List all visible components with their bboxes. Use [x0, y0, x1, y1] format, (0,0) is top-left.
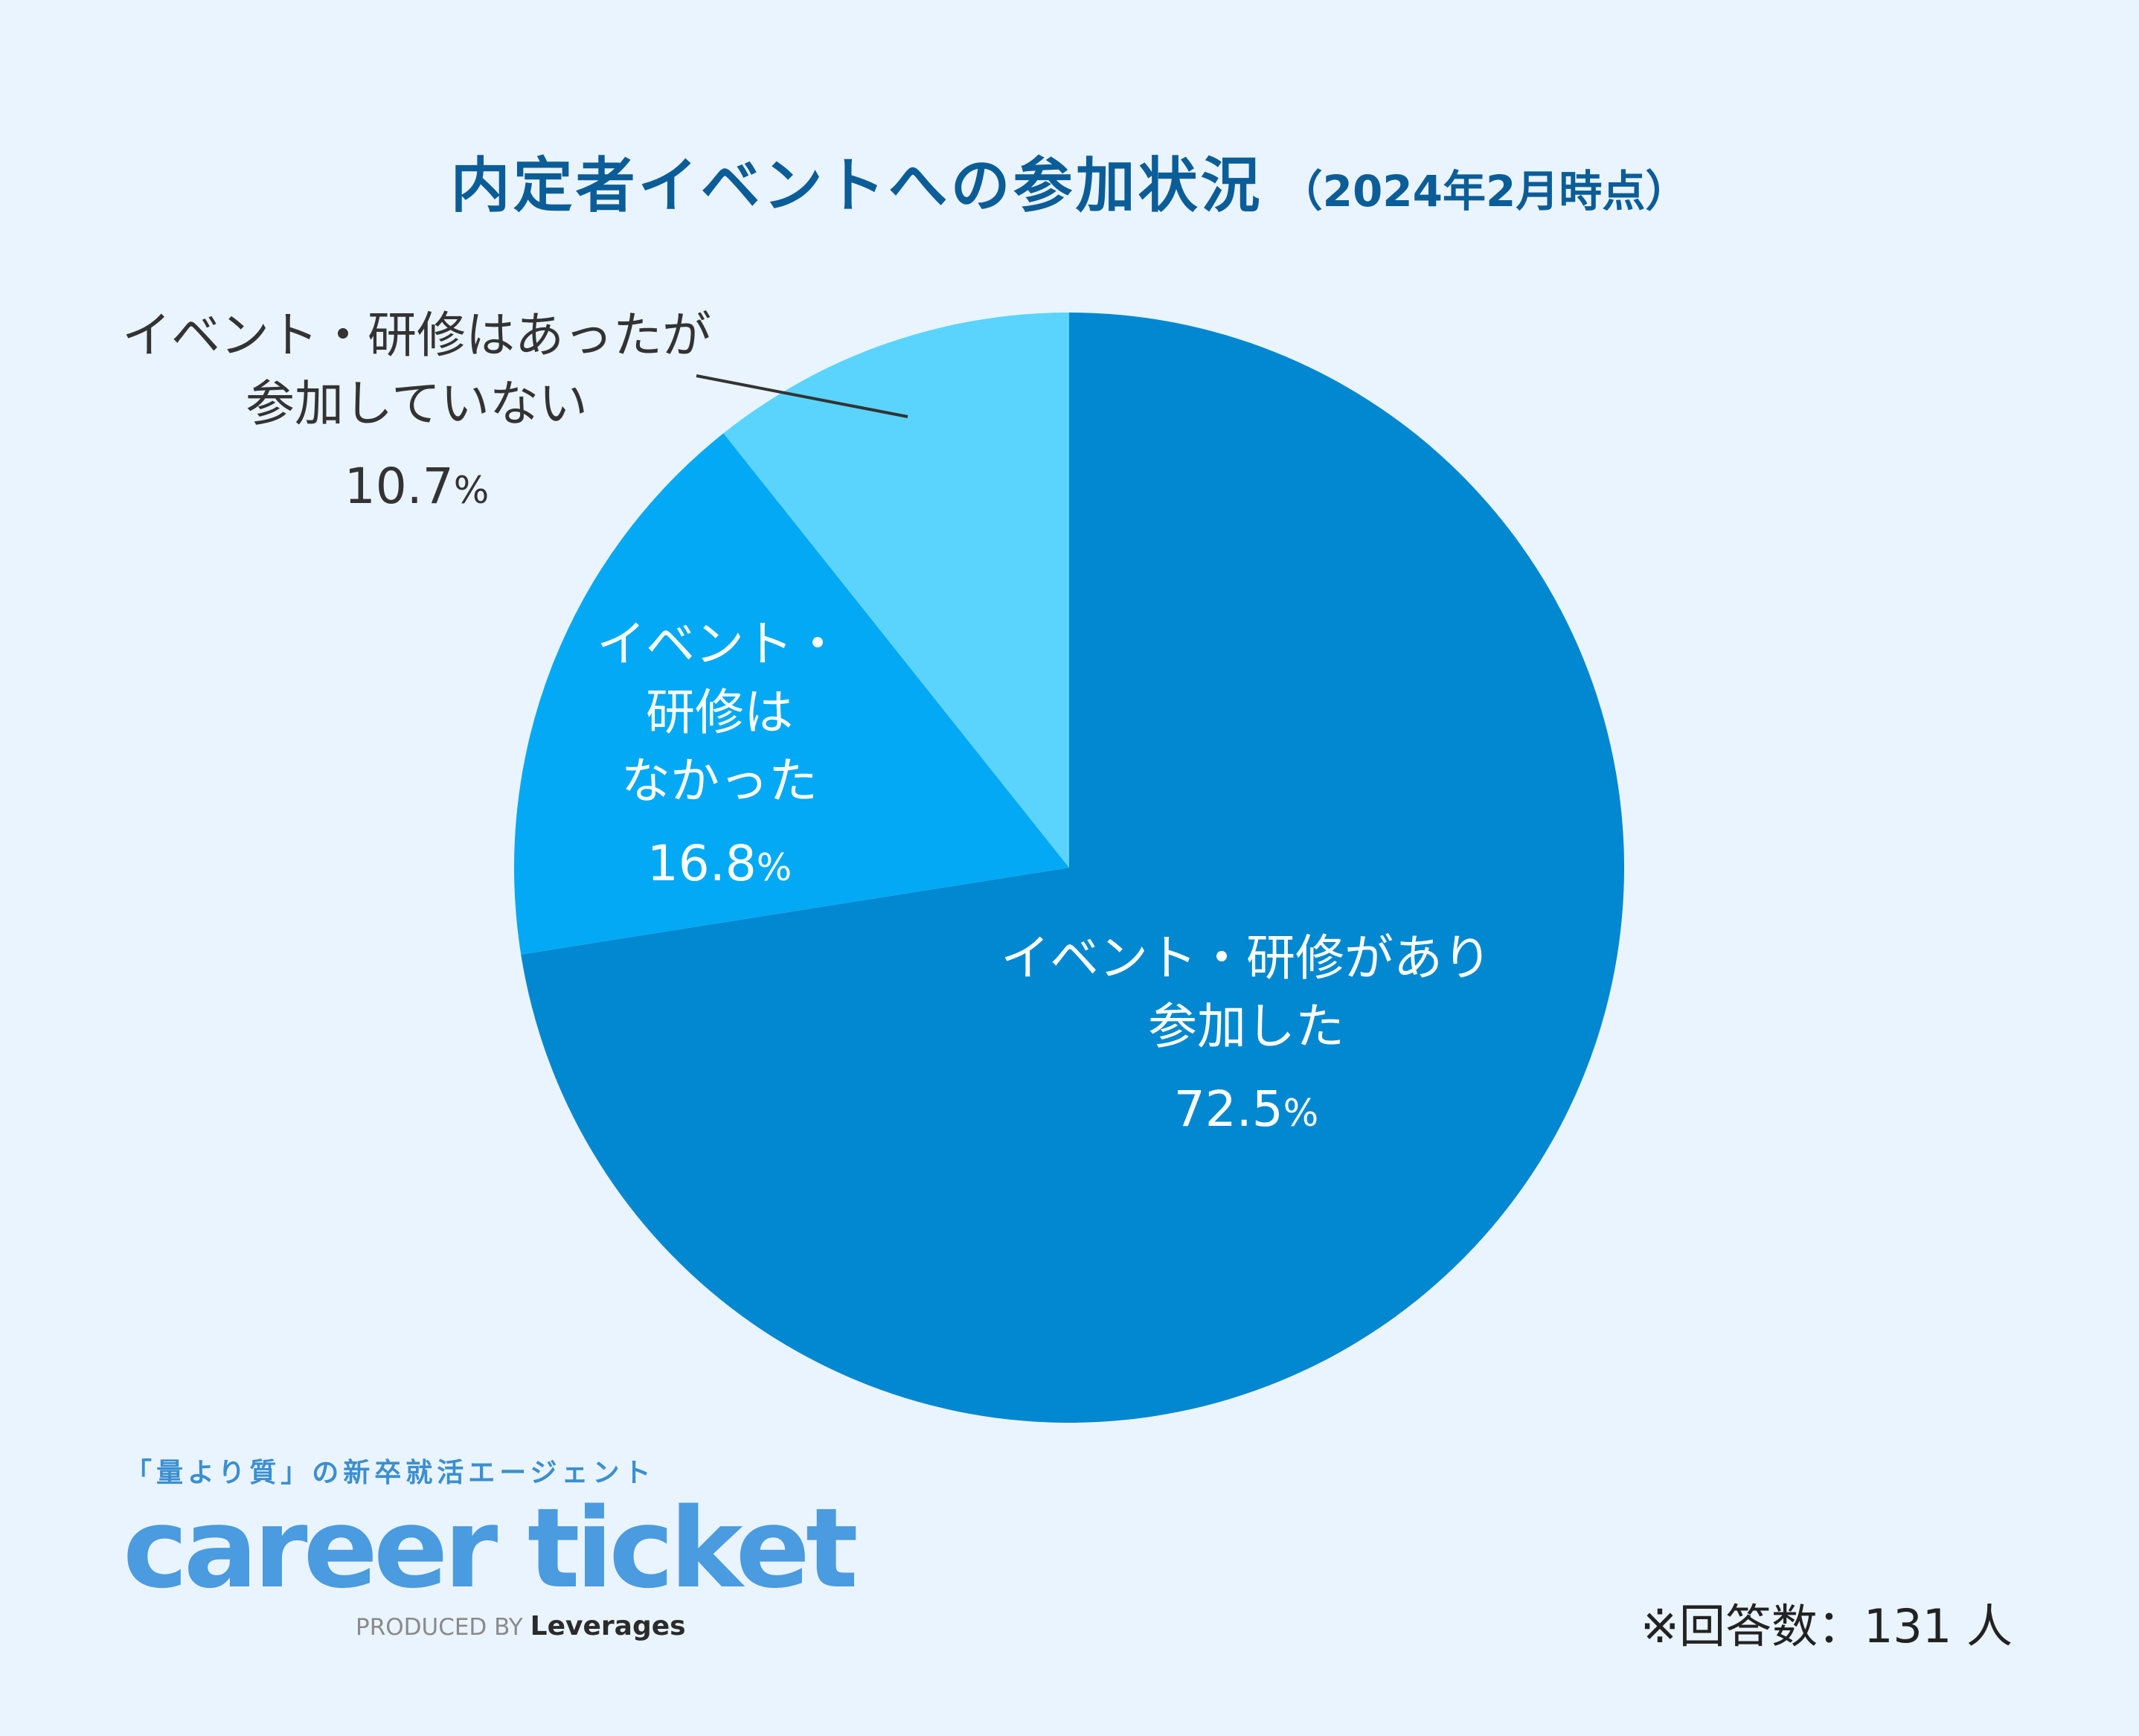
slice-category-line: 参加していない: [245, 375, 589, 432]
slice-category-line: なかった: [621, 752, 818, 810]
slice-category-line: 研修は: [646, 684, 793, 741]
response-count-note: ※回答数：131 人: [1641, 1599, 2013, 1653]
produced-by: PRODUCED BY Leverages: [356, 1611, 686, 1641]
label-attended: イベント・研修があり 参加した 72.5%: [1001, 924, 1492, 1138]
slice-not-attended: [723, 313, 1069, 868]
chart-title-main: 内定者イベントへの参加状況: [450, 151, 1263, 220]
chart-title: 内定者イベントへの参加状況 （2024年2月時点）: [0, 138, 2139, 224]
slice-percentage: 72.5%: [1001, 1080, 1492, 1138]
slice-no-event: [514, 433, 1069, 955]
chart-title-date: （2024年2月時点）: [1279, 166, 1689, 217]
slice-category-line: イベント・研修があり: [1001, 929, 1492, 987]
percent-sign: %: [1283, 1092, 1319, 1135]
leader-line: [696, 374, 908, 418]
slice-value: 16.8: [647, 835, 757, 892]
produced-by-text: PRODUCED BY: [356, 1614, 523, 1641]
slice-percentage: 10.7%: [122, 458, 711, 515]
slice-category-line: イベント・研修はあったが: [122, 307, 711, 364]
percent-sign: %: [453, 469, 490, 512]
brand-tagline: 「量より質」の新卒就活エージェント: [125, 1458, 655, 1488]
slice-value: 72.5: [1173, 1080, 1283, 1138]
company-name: Leverages: [530, 1611, 686, 1641]
label-not-attended: イベント・研修はあったが 参加していない 10.7%: [122, 301, 711, 515]
brand-logo: career ticket: [123, 1484, 859, 1612]
percent-sign: %: [756, 846, 792, 889]
slice-category-line: 参加した: [1148, 998, 1344, 1055]
slice-category-line: イベント・: [597, 615, 842, 673]
slice-value: 10.7: [344, 458, 454, 515]
slice-attended: [521, 312, 1625, 1423]
slice-percentage: 16.8%: [597, 835, 842, 892]
label-no-event: イベント・研修はなかった 16.8%: [597, 610, 842, 892]
